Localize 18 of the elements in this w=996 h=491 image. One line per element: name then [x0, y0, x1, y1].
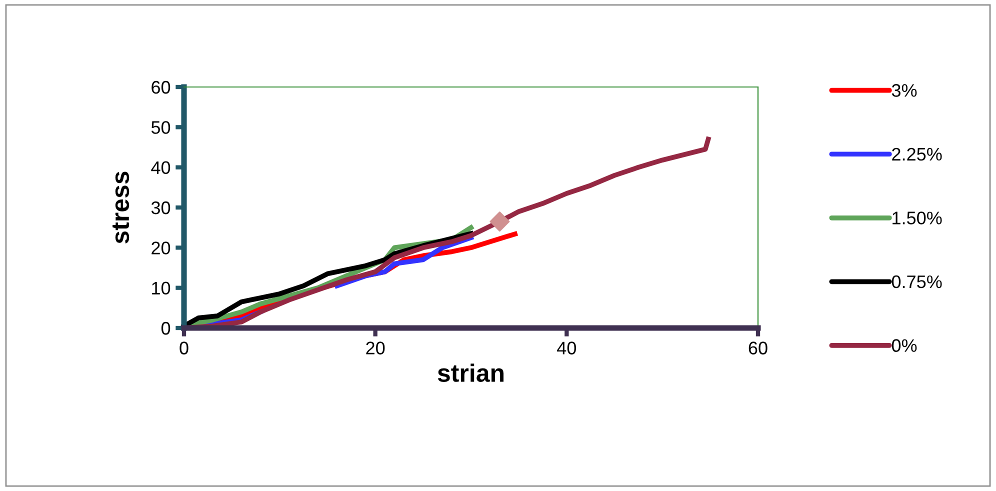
y-tick-label: 10	[152, 282, 170, 295]
y-tick-label: 60	[152, 80, 170, 94]
legend-label: 3%	[892, 84, 917, 97]
x-tick-label: 20	[366, 342, 385, 354]
x-tick-label: 60	[748, 342, 768, 354]
y-tick-label: 40	[151, 161, 170, 174]
legend-label: 0.75%	[892, 275, 942, 288]
x-axis-title: strian	[438, 364, 504, 382]
x-tick-label: 40	[557, 342, 576, 354]
x-tick-label: 0	[180, 342, 188, 354]
y-tick-label: 30	[151, 201, 170, 214]
y-axis-title: stress	[112, 172, 130, 244]
legend-label: 2.25%	[892, 148, 942, 161]
y-tick-label: 20	[152, 242, 170, 254]
legend-label: 0%	[892, 339, 917, 352]
y-tick-label: 50	[151, 121, 170, 134]
y-tick-label: 0	[161, 322, 170, 335]
legend-label: 1.50%	[892, 212, 942, 224]
